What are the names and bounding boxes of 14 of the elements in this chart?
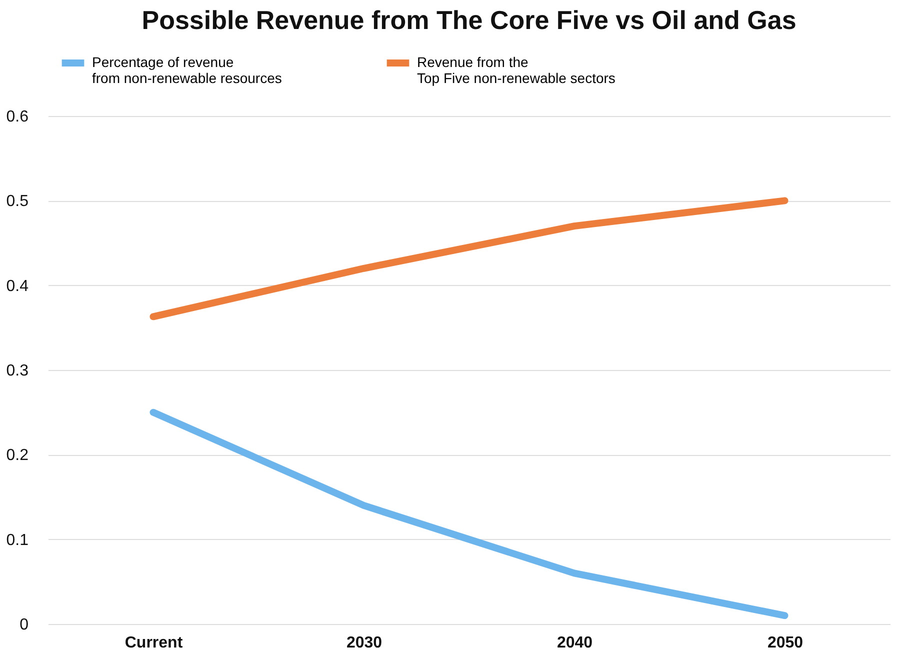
legend-label: Percentage of revenue from non-renewable resources — [92, 54, 282, 86]
y-tick-label: 0.1 — [6, 532, 29, 549]
x-tick-label: 2050 — [767, 634, 804, 652]
x-tick-label: 2030 — [346, 634, 382, 652]
y-tick-label: 0 — [20, 616, 29, 634]
y-tick-label: 0.4 — [6, 278, 29, 295]
legend-label: Revenue from the Top Five non-renewable sectors — [417, 54, 616, 86]
y-tick-label: 0.6 — [6, 108, 29, 126]
chart-title: Possible Revenue from The Core Five vs Oil and Gas — [142, 5, 796, 35]
y-tick-label: 0.3 — [6, 362, 29, 380]
x-tick-label: Current — [124, 634, 184, 652]
y-tick-label: 0.5 — [6, 193, 29, 210]
y-tick-label: 0.2 — [6, 447, 29, 464]
x-tick-label: 2040 — [556, 634, 593, 652]
